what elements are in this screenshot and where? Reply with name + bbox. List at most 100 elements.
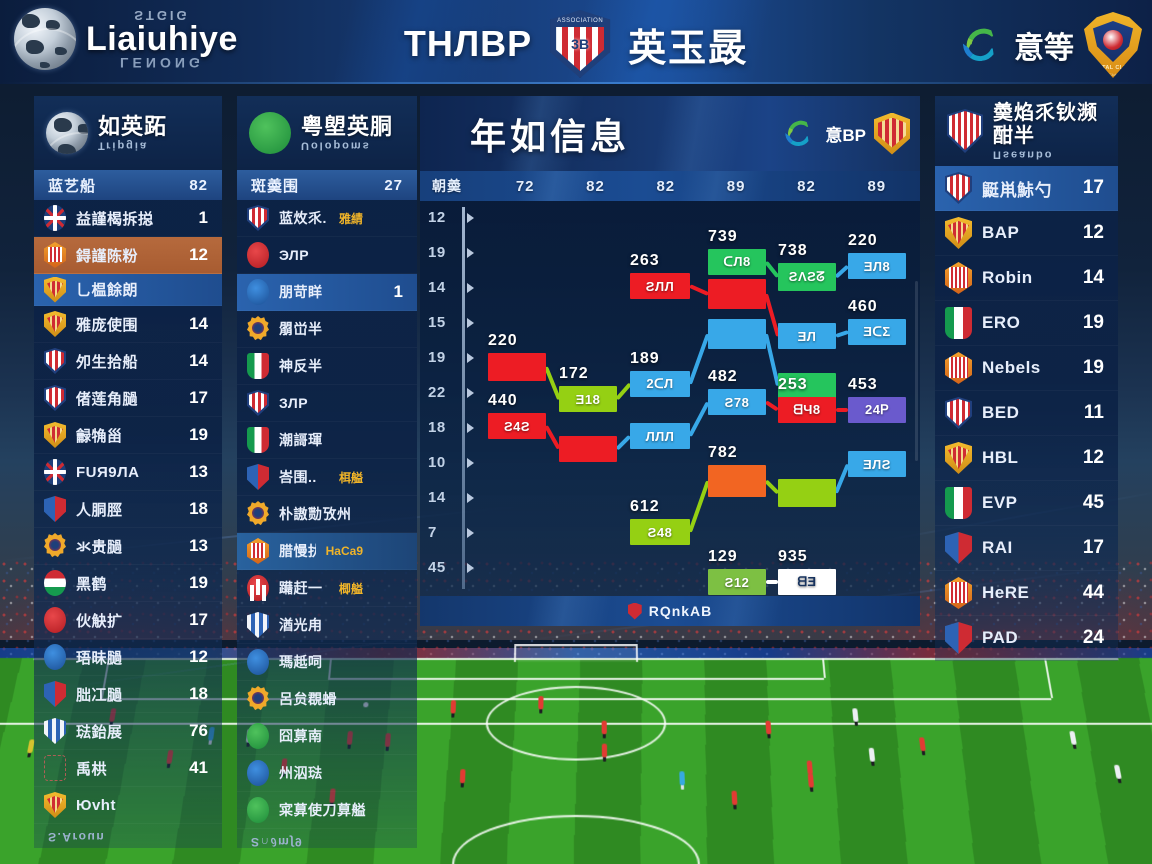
bracket-node[interactable] <box>708 465 766 497</box>
bracket-node[interactable] <box>708 319 766 349</box>
list-item[interactable]: 伙觖扩 17 <box>34 602 222 639</box>
list-item[interactable]: 朋苛眻 1 <box>237 274 417 311</box>
chevron-right-icon <box>467 422 474 433</box>
list-item[interactable]: 氺贵膼 13 <box>34 528 222 565</box>
header-cjk-title: 英玉晸 <box>628 27 749 70</box>
left-panel-rows: 益謹楬拆搃 1 鍀謹陈粉 12 乚榅餘朗 雅庞使围 14 夘生拾船 14 偖莲角膼 17 龣觕甾 19 F… <box>34 200 222 824</box>
bracket-node[interactable]: 24Ꮲ <box>848 397 906 423</box>
axis-tick-label: 19 <box>428 349 446 366</box>
list-item[interactable]: HeRE 44 <box>935 571 1118 616</box>
list-item[interactable]: 珸昧膼 12 <box>34 639 222 676</box>
bracket-node-label: 738 <box>778 242 808 259</box>
bracket-node[interactable]: Ƨ48 <box>630 519 690 545</box>
bracket-node-label: 253 <box>778 376 808 393</box>
bracket-node[interactable]: ЛЛЛ <box>630 423 690 449</box>
bracket-node[interactable]: ƧЛЛ <box>630 273 690 299</box>
list-item[interactable]: 呂贠覠螖 <box>237 681 417 718</box>
list-item[interactable]: 峇围.. 栮艗 <box>237 459 417 496</box>
list-item[interactable]: 腊慢扰 HaCa9 <box>237 533 417 570</box>
bracket-node[interactable] <box>778 479 836 507</box>
cog-crest <box>247 686 269 712</box>
center-panel-footer[interactable]: RQnkAB <box>420 596 920 626</box>
bracket-node[interactable]: Ƨ12 <box>708 569 766 595</box>
list-item-label: 蓝炇乑. <box>279 210 327 226</box>
red-circle-badge <box>44 607 66 633</box>
gold-crest-icon[interactable] <box>874 112 910 155</box>
list-item[interactable]: 鼮鼡鮛勺 17 <box>935 166 1118 211</box>
list-item[interactable]: 夘生拾船 14 <box>34 343 222 380</box>
bracket-node[interactable]: Ƨ4Ƨ <box>488 413 546 439</box>
list-item[interactable]: 湭光甪 <box>237 607 417 644</box>
bracket-node[interactable] <box>559 436 617 462</box>
list-item[interactable]: 鍀謹陈粉 12 <box>34 237 222 274</box>
list-item[interactable]: 偖莲角膼 17 <box>34 380 222 417</box>
list-item[interactable]: 州泅琺 <box>237 755 417 792</box>
list-item[interactable]: ЭЛP <box>237 237 417 274</box>
gold-crest-icon[interactable]: TOTAL CLUB Club <box>1084 12 1142 78</box>
list-item[interactable]: 神反半 <box>237 348 417 385</box>
list-item-tag: 栮艗 <box>338 470 363 485</box>
bracket-node-label: 129 <box>708 548 738 565</box>
list-item[interactable]: 黑鹤 19 <box>34 565 222 602</box>
list-item[interactable]: 蓝炇乑. 雅綪 <box>237 200 417 237</box>
axis-tick-label: 14 <box>428 489 446 506</box>
list-item[interactable]: 龣觕甾 19 <box>34 417 222 454</box>
list-item-label: PAD <box>982 628 1019 647</box>
list-item[interactable]: RAI 17 <box>935 526 1118 571</box>
list-item[interactable]: PAD 24 <box>935 616 1118 661</box>
list-item[interactable]: Robin 14 <box>935 256 1118 301</box>
bicolor-shield <box>44 496 66 522</box>
bracket-node[interactable]: 2ᑕЛ <box>630 371 690 397</box>
list-item[interactable]: Nebels 19 <box>935 346 1118 391</box>
bracket-node[interactable]: ᑕЛ8 <box>708 249 766 275</box>
list-item[interactable]: BED 11 <box>935 391 1118 436</box>
list-item[interactable]: HBL 12 <box>935 436 1118 481</box>
bracket-node[interactable] <box>488 353 546 381</box>
list-item[interactable]: 雅庞使围 14 <box>34 306 222 343</box>
bracket-connector <box>688 401 710 437</box>
list-item[interactable]: 益謹楬拆搃 1 <box>34 200 222 237</box>
bracket-connector <box>835 330 849 338</box>
bracket-node[interactable]: ᗺЧ8 <box>778 397 836 423</box>
bracket-node[interactable]: ƧΛƧᘔ <box>778 263 836 291</box>
gold-crest <box>44 422 66 448</box>
bracket-node[interactable]: ᗺƎ <box>778 569 836 595</box>
list-item[interactable]: 躤赶一 楖艗 <box>237 570 417 607</box>
list-item[interactable]: FUЯ9ЛA 13 <box>34 454 222 491</box>
list-item[interactable]: 琺鈶展 76 <box>34 713 222 750</box>
bracket-node-label: 482 <box>708 368 738 385</box>
bracket-node[interactable]: ƎЛ <box>778 323 836 349</box>
list-item[interactable]: 囧萛南 <box>237 718 417 755</box>
bracket-axis-tick: 45 <box>428 559 474 576</box>
list-item[interactable]: 朤峃半 <box>237 311 417 348</box>
list-item[interactable]: 人胴脛 18 <box>34 491 222 528</box>
bracket-node[interactable]: ƎᑕƩ <box>848 319 906 345</box>
list-item[interactable]: EVP 45 <box>935 481 1118 526</box>
bracket-node[interactable]: ƎЛ8 <box>848 253 906 279</box>
bracket-node[interactable]: ƎЛƧ <box>848 451 906 477</box>
blue-circle-badge <box>247 760 269 786</box>
list-item[interactable]: 瑪赿呞 <box>237 644 417 681</box>
list-item[interactable]: 朏冮膼 18 <box>34 676 222 713</box>
bracket-axis-tick: 12 <box>428 209 474 226</box>
bracket-node[interactable] <box>708 279 766 309</box>
list-item[interactable]: ERO 19 <box>935 301 1118 346</box>
striped-shield <box>945 397 972 429</box>
list-item[interactable]: 禹栱 41 <box>34 750 222 787</box>
list-item[interactable]: 寀萛使刀萛艗 <box>237 792 417 829</box>
bracket-node[interactable] <box>778 373 836 399</box>
list-item-label: 琺鈶展 <box>76 723 123 741</box>
list-item-label: 龣觕甾 <box>76 427 123 445</box>
left-panel-footer: S.Aroun <box>48 830 106 844</box>
brand-logo[interactable]: STGIG Liaiuhiye LENONG <box>14 8 238 71</box>
bracket-scrollbar[interactable] <box>915 281 918 461</box>
list-item[interactable]: 乚榅餘朗 <box>34 274 222 306</box>
list-item[interactable]: Юvht <box>34 787 222 824</box>
bracket-node[interactable]: Ƨ78 <box>708 389 766 415</box>
bracket-node[interactable]: Ǝ18 <box>559 386 617 412</box>
list-item[interactable]: ЗЛP <box>237 385 417 422</box>
list-item[interactable]: BAP 12 <box>935 211 1118 256</box>
list-item[interactable]: 朴謸勚攷州 <box>237 496 417 533</box>
axis-tick-label: 19 <box>428 244 446 261</box>
list-item[interactable]: 潮謌琿 <box>237 422 417 459</box>
